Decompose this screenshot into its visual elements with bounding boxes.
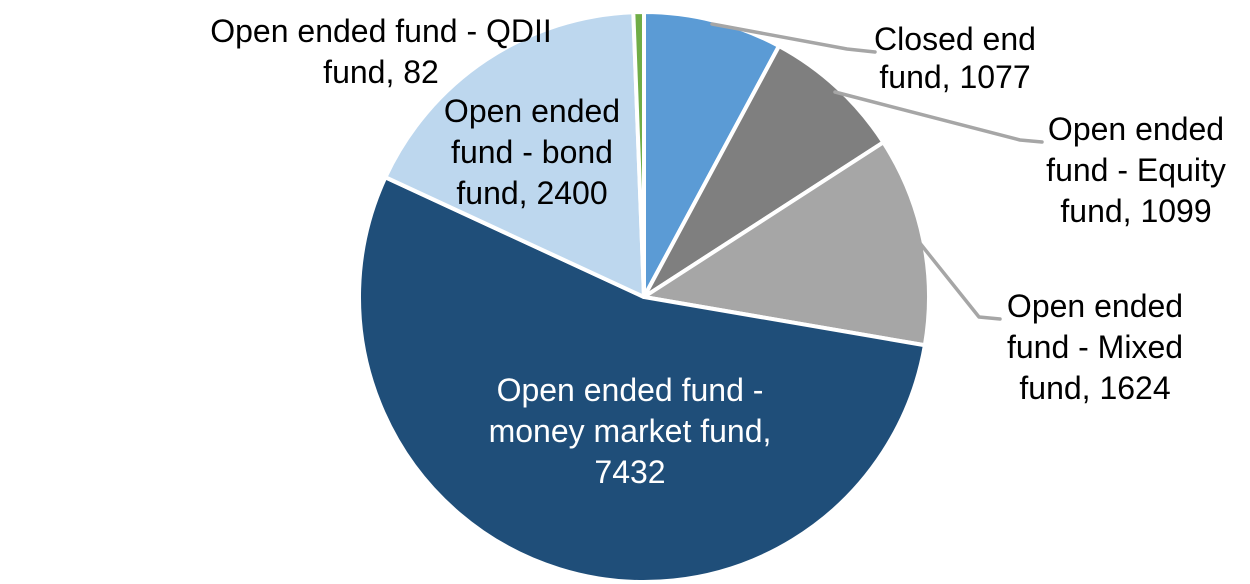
data-label-open-ended-fund-mixed-fund: Open ended fund - Mixed fund, 1624 [1006,288,1184,406]
leader-line-closed-end-fund [710,22,877,54]
leader-line-open-ended-fund-equity-fund [833,90,1044,144]
pie-slice-open-ended-fund-qdii-fund [631,9,646,299]
data-label-open-ended-fund-bond-fund: Open ended fund - bond fund, 2400 [443,93,621,211]
pie-slice-open-ended-fund-equity-fund [642,44,886,299]
pie-slice-open-ended-fund-bond-fund [383,10,646,299]
pie-slice-open-ended-fund-money-market-fund [357,175,927,584]
data-label-open-ended-fund-equity-fund: Open ended fund - Equity fund, 1099 [1046,111,1226,229]
data-label-open-ended-fund-qdii-fund: Open ended fund - QDII fund, 82 [210,13,552,90]
pie-slice-closed-end-fund [642,10,781,299]
data-label-closed-end-fund: Closed end fund, 1077 [874,21,1036,95]
pie-slice-open-ended-fund-mixed-fund [642,140,931,348]
leader-line-open-ended-fund-mixed-fund [917,240,1002,321]
data-label-open-ended-fund-money-market-fund: Open ended fund - money market fund, 743… [488,372,772,490]
